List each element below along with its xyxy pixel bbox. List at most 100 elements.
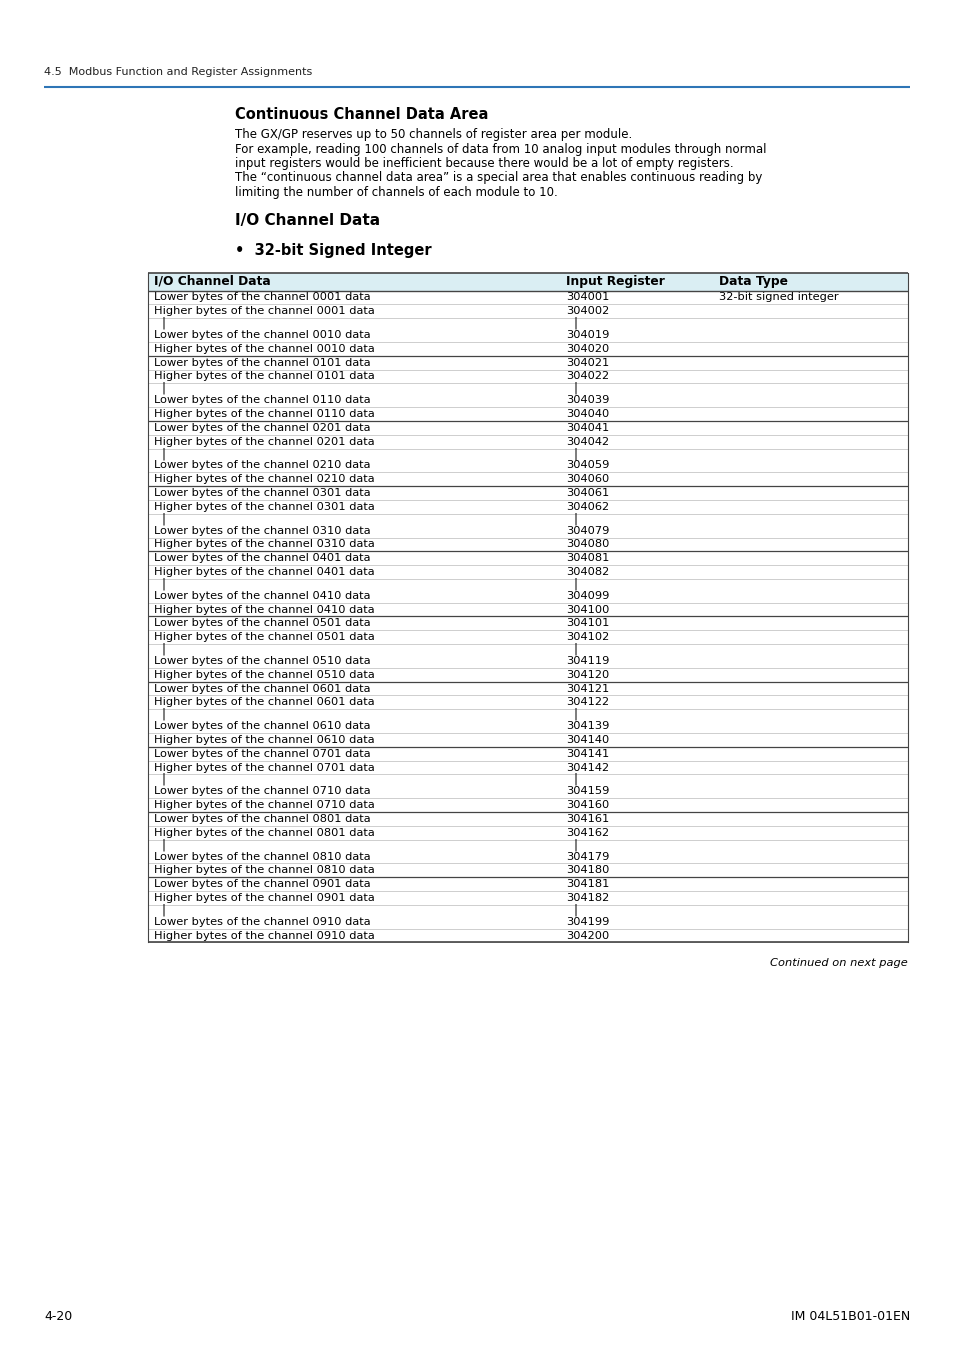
Text: 304001: 304001 [565,293,609,302]
Text: Input Register: Input Register [565,275,664,288]
Text: |: | [162,774,166,786]
Text: 32-bit signed integer: 32-bit signed integer [719,293,838,302]
Text: 304101: 304101 [565,618,609,628]
Text: 304081: 304081 [565,554,609,563]
Text: Continued on next page: Continued on next page [769,958,907,968]
Text: Lower bytes of the channel 0110 data: Lower bytes of the channel 0110 data [153,396,370,405]
Text: |: | [574,838,578,852]
Text: 304102: 304102 [565,632,609,643]
Text: Higher bytes of the channel 0001 data: Higher bytes of the channel 0001 data [153,306,375,316]
Text: 304140: 304140 [565,734,609,745]
Text: 4.5  Modbus Function and Register Assignments: 4.5 Modbus Function and Register Assignm… [44,68,312,77]
Text: Lower bytes of the channel 0401 data: Lower bytes of the channel 0401 data [153,554,370,563]
Text: I/O Channel Data: I/O Channel Data [234,212,379,228]
Text: Higher bytes of the channel 0210 data: Higher bytes of the channel 0210 data [153,474,375,485]
Text: 304180: 304180 [565,865,609,875]
Text: Lower bytes of the channel 0601 data: Lower bytes of the channel 0601 data [153,683,370,694]
Text: 304200: 304200 [565,930,609,941]
Text: Higher bytes of the channel 0110 data: Higher bytes of the channel 0110 data [153,409,375,418]
Text: 304161: 304161 [565,814,609,824]
Text: 304182: 304182 [565,892,609,903]
Text: |: | [574,707,578,721]
Text: Higher bytes of the channel 0401 data: Higher bytes of the channel 0401 data [153,567,375,576]
Text: For example, reading 100 channels of data from 10 analog input modules through n: For example, reading 100 channels of dat… [234,143,765,155]
Text: 304020: 304020 [565,344,609,354]
Text: |: | [162,447,166,460]
Text: 304041: 304041 [565,423,609,433]
Text: |: | [574,903,578,917]
Text: |: | [574,643,578,656]
Text: Higher bytes of the channel 0410 data: Higher bytes of the channel 0410 data [153,605,375,614]
Text: 304059: 304059 [565,460,609,470]
Text: Lower bytes of the channel 0510 data: Lower bytes of the channel 0510 data [153,656,370,666]
Text: Continuous Channel Data Area: Continuous Channel Data Area [234,107,488,122]
Text: 304121: 304121 [565,683,609,694]
Text: Lower bytes of the channel 0001 data: Lower bytes of the channel 0001 data [153,293,370,302]
Text: |: | [162,643,166,656]
Text: Higher bytes of the channel 0301 data: Higher bytes of the channel 0301 data [153,502,375,512]
Text: I/O Channel Data: I/O Channel Data [153,275,271,288]
Bar [148,273,907,290]
Text: Higher bytes of the channel 0701 data: Higher bytes of the channel 0701 data [153,763,375,772]
Text: 304042: 304042 [565,436,608,447]
Text: |: | [574,512,578,525]
Text: 304120: 304120 [565,670,609,680]
Text: IM 04L51B01-01EN: IM 04L51B01-01EN [790,1310,909,1323]
Text: Lower bytes of the channel 0101 data: Lower bytes of the channel 0101 data [153,358,370,367]
Text: 304179: 304179 [565,852,609,861]
Text: Higher bytes of the channel 0710 data: Higher bytes of the channel 0710 data [153,801,375,810]
Text: 304019: 304019 [565,329,609,340]
Text: 304061: 304061 [565,487,609,498]
Text: 304040: 304040 [565,409,609,418]
Text: 304119: 304119 [565,656,609,666]
Text: Higher bytes of the channel 0310 data: Higher bytes of the channel 0310 data [153,540,375,549]
Text: |: | [162,838,166,852]
Text: 304181: 304181 [565,879,609,890]
Text: |: | [574,774,578,786]
Text: Lower bytes of the channel 0501 data: Lower bytes of the channel 0501 data [153,618,370,628]
Text: 304099: 304099 [565,591,609,601]
Text: Lower bytes of the channel 0801 data: Lower bytes of the channel 0801 data [153,814,370,824]
Text: Higher bytes of the channel 0801 data: Higher bytes of the channel 0801 data [153,828,375,838]
Text: Higher bytes of the channel 0010 data: Higher bytes of the channel 0010 data [153,344,375,354]
Text: |: | [162,317,166,329]
Text: Lower bytes of the channel 0010 data: Lower bytes of the channel 0010 data [153,329,370,340]
Text: Lower bytes of the channel 0410 data: Lower bytes of the channel 0410 data [153,591,370,601]
Text: 304199: 304199 [565,917,609,927]
Text: 4-20: 4-20 [44,1310,72,1323]
Text: Lower bytes of the channel 0810 data: Lower bytes of the channel 0810 data [153,852,370,861]
Text: 304142: 304142 [565,763,608,772]
Text: Higher bytes of the channel 0201 data: Higher bytes of the channel 0201 data [153,436,375,447]
Text: input registers would be inefficient because there would be a lot of empty regis: input registers would be inefficient bec… [234,157,733,170]
Text: 304122: 304122 [565,698,608,707]
Text: 304060: 304060 [565,474,609,485]
Text: 304079: 304079 [565,525,609,536]
Text: Lower bytes of the channel 0710 data: Lower bytes of the channel 0710 data [153,787,370,796]
Text: Higher bytes of the channel 0610 data: Higher bytes of the channel 0610 data [153,734,375,745]
Text: 304082: 304082 [565,567,609,576]
Text: |: | [574,578,578,590]
Text: •  32-bit Signed Integer: • 32-bit Signed Integer [234,243,431,258]
Text: 304039: 304039 [565,396,609,405]
Text: limiting the number of channels of each module to 10.: limiting the number of channels of each … [234,186,558,198]
Text: |: | [162,512,166,525]
Text: |: | [162,578,166,590]
Text: |: | [574,382,578,394]
Text: 304141: 304141 [565,749,609,759]
Text: 304080: 304080 [565,540,609,549]
Text: Higher bytes of the channel 0501 data: Higher bytes of the channel 0501 data [153,632,375,643]
Text: Lower bytes of the channel 0701 data: Lower bytes of the channel 0701 data [153,749,370,759]
Text: Lower bytes of the channel 0910 data: Lower bytes of the channel 0910 data [153,917,370,927]
Text: 304002: 304002 [565,306,609,316]
Text: 304062: 304062 [565,502,608,512]
Text: 304139: 304139 [565,721,609,732]
Text: Lower bytes of the channel 0310 data: Lower bytes of the channel 0310 data [153,525,370,536]
Text: The “continuous channel data area” is a special area that enables continuous rea: The “continuous channel data area” is a … [234,171,761,185]
Text: |: | [574,317,578,329]
Text: 304162: 304162 [565,828,608,838]
Text: Higher bytes of the channel 0810 data: Higher bytes of the channel 0810 data [153,865,375,875]
Text: Lower bytes of the channel 0210 data: Lower bytes of the channel 0210 data [153,460,370,470]
Text: Data Type: Data Type [719,275,787,288]
Text: 304159: 304159 [565,787,609,796]
Text: Lower bytes of the channel 0301 data: Lower bytes of the channel 0301 data [153,487,370,498]
